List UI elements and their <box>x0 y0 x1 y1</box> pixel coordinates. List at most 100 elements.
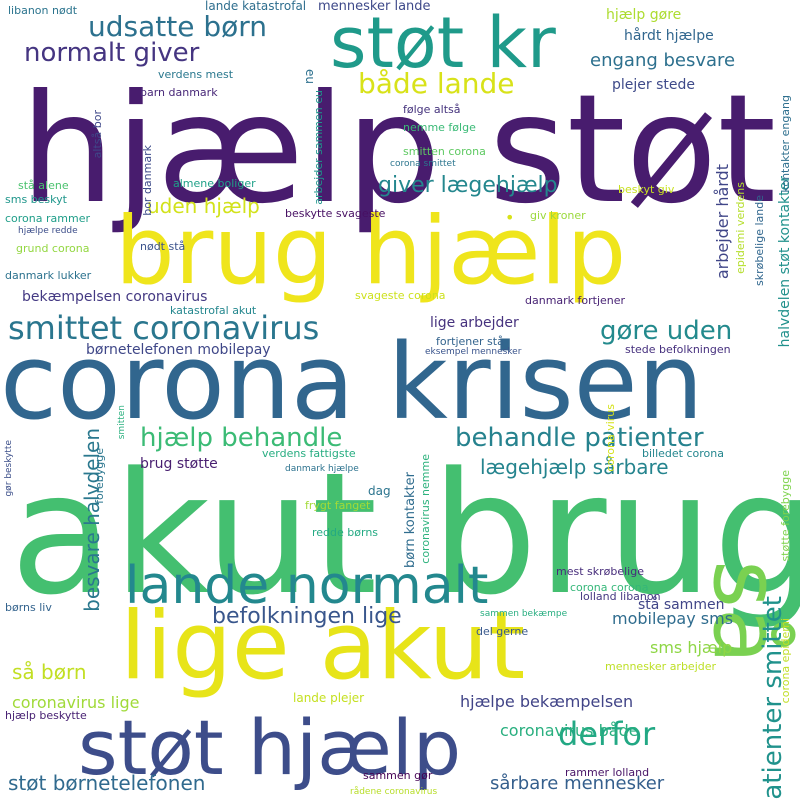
word-barn-danmark: barn danmark <box>140 86 218 99</box>
word-lande-plejer: lande plejer <box>293 691 365 705</box>
word-brug-hj-lp: brug hjælp <box>115 197 627 306</box>
word-billedet-corona: billedet corona <box>642 447 724 460</box>
word-f-lge-altsa: følge altså <box>403 103 461 116</box>
word-hj-lp-beskytte: hjælp beskytte <box>5 709 87 722</box>
word-grund-corona: grund corona <box>16 242 90 255</box>
word-g-r-beskytte: gør beskytte <box>4 440 14 497</box>
word-coronavirus-nemme: coronavirus nemme <box>419 454 432 564</box>
word-svageste-corona: svageste corona <box>355 289 446 302</box>
word-lige-akut: lige akut <box>120 592 526 701</box>
word-st-tte-forebygge: støtte forebygge <box>779 470 792 562</box>
word-katastrofal-akut: katastrofal akut <box>170 304 257 317</box>
word-sammen-bek-mpe: sammen bekæmpe <box>480 609 568 619</box>
word-dot: • <box>505 208 515 227</box>
word-altsa-bor: altså bor <box>91 110 104 159</box>
word-corona-epidemi: corona epidemi <box>779 618 792 704</box>
word-libanon-n-dt: libanon nødt <box>8 4 78 17</box>
word-corona-rammer: corona rammer <box>5 212 90 225</box>
word-almene-boliger: almene boliger <box>173 177 256 190</box>
word-hj-lp-st-t: hjælp støt <box>20 63 777 237</box>
word-fortjener-sta: fortjener stå <box>436 335 504 348</box>
word-redde-b-rns: redde børns <box>312 526 379 539</box>
word-lige-arbejder: lige arbejder <box>430 315 519 331</box>
word-mennesker-arbejder: mennesker arbejder <box>605 660 717 673</box>
word-sa: så <box>693 560 800 665</box>
word-beskyt-giv: beskyt giv <box>618 183 675 196</box>
word-sa-b-rn: så børn <box>12 660 87 684</box>
word-corona-smittet: corona smittet <box>390 159 456 169</box>
word-mennesker-lande: mennesker lande <box>318 0 431 14</box>
word-hj-lpe-bek-mpelsen: hjælpe bekæmpelsen <box>460 692 634 711</box>
word-bek-mpelsen-coronavirus: bekæmpelsen coronavirus <box>22 289 208 305</box>
word-beskytte-svageste: beskytte svageste <box>285 207 386 220</box>
word-corona-corona: corona corona <box>570 581 649 594</box>
word-mobilepay-sms: mobilepay sms <box>612 609 734 628</box>
word-frygt-fanget: frygt fanget <box>305 499 371 512</box>
word-forebygge: forebygge <box>93 448 106 504</box>
word-arbejder-ha-rdt: arbejder hårdt <box>713 164 732 280</box>
word-befolkningen-lige: befolkningen lige <box>212 604 402 629</box>
word-st-t-b-rnetelefonen: støt børnetelefonen <box>8 771 206 795</box>
word-eksempel-mennesker: eksempel mennesker <box>425 347 522 357</box>
word-udsatte-b-rn: udsatte børn <box>88 10 268 43</box>
word-ha-rdt-hj-lpe: hårdt hjælpe <box>624 28 714 44</box>
word-stede-befolkningen: stede befolkningen <box>625 343 731 356</box>
word-hj-lp-g-re: hjælp gøre <box>606 7 682 23</box>
word-sta-sammen: stå sammen <box>638 597 725 613</box>
word-lande-normalt: lande normalt <box>125 556 489 616</box>
word-uden-hj-lp: uden hjælp <box>147 194 260 218</box>
word-verdens-fattigste: verdens fattigste <box>262 447 356 460</box>
word-plejer-stede: plejer stede <box>612 77 695 93</box>
word-hj-lpe-redde: hjælpe redde <box>18 226 78 236</box>
word-sa-rbare-mennesker: sårbare mennesker <box>490 773 665 794</box>
word-sms-beskyt: sms beskyt <box>5 193 67 206</box>
word-dag: dag <box>368 484 391 498</box>
word-sms-hj-lp: sms hjælp <box>650 638 733 657</box>
word-danmark-fortjener: danmark fortjener <box>525 294 626 307</box>
word-st-t-hj-lp: støt hjælp <box>78 703 462 792</box>
word-g-re-uden: gøre uden <box>600 316 733 346</box>
word-brug-st-tte: brug støtte <box>140 456 218 472</box>
word-epidemi-verdens: epidemi verdens <box>734 182 747 274</box>
word-normalt-giver: normalt giver <box>24 38 200 68</box>
word-coronavirus-ba-de: coronavirus både <box>500 721 639 740</box>
word-smittet-coronavirus: smittet coronavirus <box>8 309 320 347</box>
word-sammen-g-r: sammen gør <box>363 769 433 782</box>
word-mest-skr-belige: mest skrøbelige <box>556 565 644 578</box>
word-b-rnetelefonen-mobilepay: børnetelefonen mobilepay <box>86 342 271 358</box>
word-giver-l-gehj-lp: giver lægehjælp <box>378 173 558 198</box>
word-ra-dene-coronavirus: rådene coronavirus <box>350 787 438 797</box>
word-corona-krisen: corona krisen <box>0 321 704 443</box>
word-smitten: smitten <box>117 405 127 440</box>
word-st-t-kr: støt kr <box>330 2 556 84</box>
word-n-dt-sta: nødt stå <box>140 240 186 253</box>
word-l-gehj-lp-sa-rbare: lægehjælp sårbare <box>480 455 669 479</box>
word-behandle-patienter: behandle patienter <box>455 423 704 453</box>
word-rammer-lolland: rammer lolland <box>565 766 650 779</box>
word-b-rns-liv: børns liv <box>5 601 52 614</box>
word-eu: eu <box>303 69 317 84</box>
word-engang-besvare: engang besvare <box>590 50 736 71</box>
word-lande-katastrofal: lande katastrofal <box>205 0 307 13</box>
word-giv-kroner: giv kroner <box>530 209 586 222</box>
word-bor-danmark: bor danmark <box>141 145 154 216</box>
word-corona-virus: corona virus <box>604 404 617 472</box>
word-ba-de-lande: både lande <box>358 67 515 100</box>
word-halvdelen-st-t-kontakter: halvdelen støt kontakter <box>777 176 793 348</box>
word-nemme-f-lge: nemme følge <box>403 121 476 134</box>
word-verdens-mest: verdens mest <box>158 68 234 81</box>
word-b-rn-kontakter: børn kontakter <box>403 472 418 568</box>
word-coronavirus-lige: coronavirus lige <box>12 693 140 712</box>
word-akut-brug: akut brug <box>10 436 800 632</box>
word-danmark-hj-lpe: danmark hjælpe <box>285 464 359 474</box>
word-skr-belige-lande: skrøbelige lande <box>753 195 766 286</box>
word-lolland-libanon: lolland libanon <box>580 590 661 603</box>
word-del-gerne: del gerne <box>476 625 529 638</box>
word-kontakter-engang: kontakter engang <box>779 95 792 193</box>
word-hj-lp-behandle: hjælp behandle <box>140 423 343 453</box>
word-arbejder-sammen-eu: arbejder sammen eu <box>312 90 325 205</box>
word-sta-alene: stå alene <box>18 179 69 192</box>
word-danmark-lukker: danmark lukker <box>5 269 92 282</box>
word-derfor: derfor <box>558 715 656 753</box>
